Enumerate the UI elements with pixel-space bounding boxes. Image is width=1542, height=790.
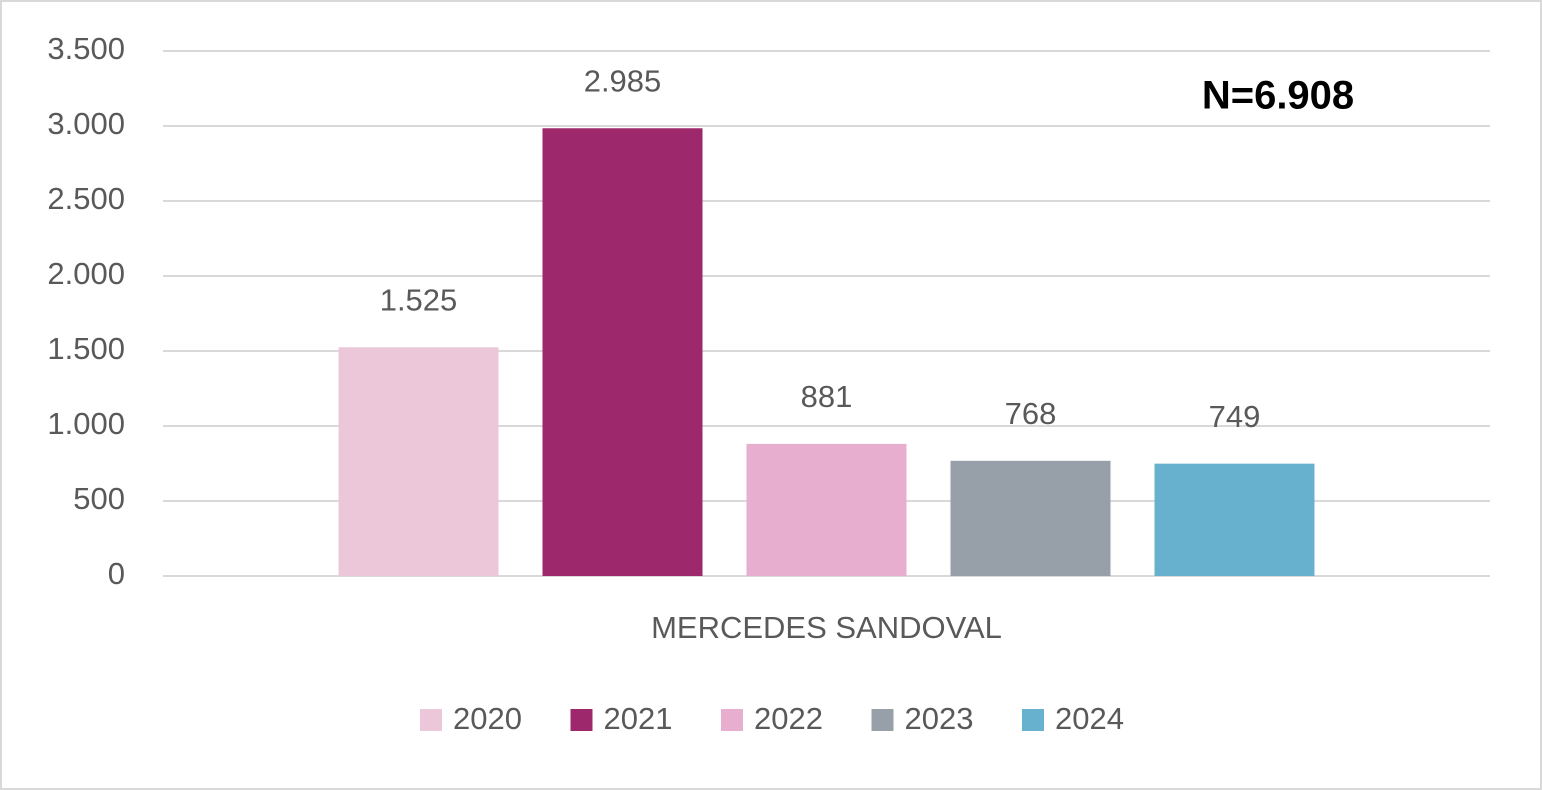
bar — [746, 443, 907, 576]
legend-label: 2021 — [604, 701, 673, 736]
legend-label: 2022 — [754, 701, 823, 736]
legend-label: 2023 — [905, 701, 974, 736]
legend-swatch — [1022, 709, 1044, 731]
y-tick-label: 1.000 — [47, 406, 125, 441]
legend-label: 2024 — [1055, 701, 1124, 736]
legend-swatch — [570, 709, 593, 731]
legend-swatch — [420, 709, 442, 731]
data-label: 2.985 — [584, 63, 662, 98]
data-label: 749 — [1209, 399, 1261, 434]
bar — [950, 460, 1111, 576]
bar — [1154, 463, 1315, 576]
annotation: N=6.908 — [1202, 74, 1354, 118]
y-tick-label: 1.500 — [47, 331, 125, 366]
bar — [542, 128, 703, 576]
y-tick-label: 0 — [108, 556, 125, 591]
legend-label: 2020 — [453, 701, 522, 736]
data-label: 768 — [1005, 396, 1057, 431]
y-tick-label: 500 — [73, 481, 125, 516]
y-tick-label: 2.000 — [47, 256, 125, 291]
data-label: 1.525 — [380, 282, 458, 317]
x-tick-label: MERCEDES SANDOVAL — [651, 610, 1002, 645]
y-tick-label: 3.000 — [47, 106, 125, 141]
legend-swatch — [871, 709, 894, 731]
bar — [338, 347, 499, 576]
y-tick-label: 2.500 — [47, 181, 125, 216]
y-tick-label: 3.500 — [47, 31, 125, 66]
data-label: 881 — [801, 379, 853, 414]
legend-swatch — [721, 709, 743, 731]
